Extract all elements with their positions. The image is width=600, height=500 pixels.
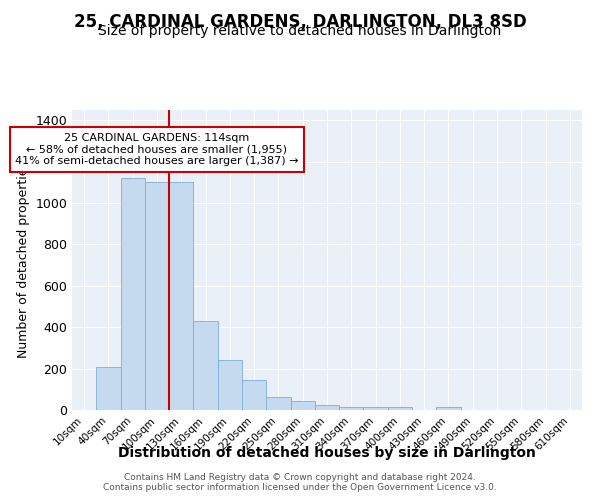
Y-axis label: Number of detached properties: Number of detached properties: [17, 162, 30, 358]
Bar: [169, 182, 193, 410]
Bar: [218, 360, 242, 410]
Text: 25, CARDINAL GARDENS, DARLINGTON, DL3 8SD: 25, CARDINAL GARDENS, DARLINGTON, DL3 8S…: [74, 12, 526, 30]
Text: Contains HM Land Registry data © Crown copyright and database right 2024.
Contai: Contains HM Land Registry data © Crown c…: [103, 473, 497, 492]
Bar: [364, 407, 388, 410]
Text: Distribution of detached houses by size in Darlington: Distribution of detached houses by size …: [118, 446, 536, 460]
Bar: [121, 178, 145, 410]
Bar: [266, 396, 290, 410]
Text: 25 CARDINAL GARDENS: 114sqm
← 58% of detached houses are smaller (1,955)
41% of : 25 CARDINAL GARDENS: 114sqm ← 58% of det…: [15, 133, 299, 166]
Bar: [290, 400, 315, 410]
Bar: [436, 407, 461, 410]
Bar: [145, 182, 169, 410]
Bar: [339, 407, 364, 410]
Text: Size of property relative to detached houses in Darlington: Size of property relative to detached ho…: [98, 24, 502, 38]
Bar: [388, 407, 412, 410]
Bar: [315, 405, 339, 410]
Bar: [242, 380, 266, 410]
Bar: [96, 366, 121, 410]
Bar: [193, 321, 218, 410]
